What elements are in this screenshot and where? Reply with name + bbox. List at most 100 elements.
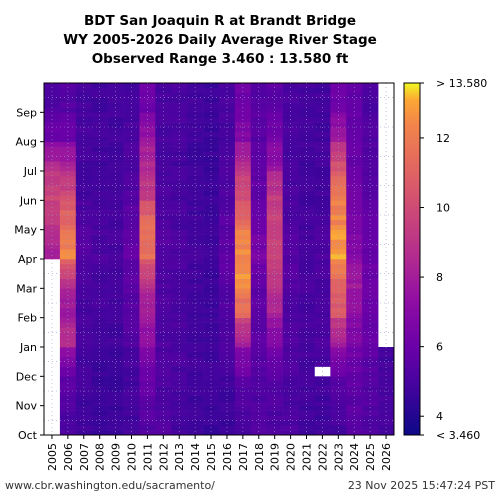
heatmap-cell: [346, 376, 363, 382]
heatmap-cell: [123, 361, 140, 367]
heatmap-cell: [171, 190, 188, 196]
heatmap-cell: [139, 244, 156, 250]
heatmap-cell: [346, 371, 363, 377]
heatmap-cell: [123, 405, 140, 411]
heatmap-cell: [219, 200, 236, 206]
heatmap-cell: [155, 219, 172, 226]
heatmap-cell: [314, 391, 331, 397]
heatmap-cell: [282, 347, 299, 353]
heatmap-cell: [234, 263, 252, 270]
heatmap-cell: [203, 210, 220, 216]
heatmap-cell: [362, 317, 379, 323]
heatmap-cell: [330, 347, 347, 353]
heatmap-cell: [234, 342, 252, 348]
heatmap-cell: [44, 190, 61, 196]
heatmap-cell: [314, 303, 331, 309]
heatmap-cell: [282, 83, 299, 89]
heatmap-cell: [91, 259, 108, 265]
heatmap-cell: [123, 229, 140, 235]
heatmap-cell: [234, 122, 252, 128]
heatmap-cell: [155, 263, 172, 270]
heatmap-cell: [219, 288, 236, 294]
heatmap-cell: [266, 366, 283, 372]
heatmap-cell: [282, 146, 299, 152]
heatmap-cell: [187, 254, 204, 260]
heatmap-cell: [234, 395, 252, 402]
heatmap-cell: [250, 166, 268, 172]
heatmap-cell: [155, 327, 172, 333]
heatmap-cell: [250, 298, 268, 304]
heatmap-cell: [314, 263, 331, 270]
heatmap-cell: [330, 361, 347, 367]
heatmap-cell: [187, 283, 204, 289]
heatmap-cell: [171, 307, 188, 314]
heatmap-cell: [362, 83, 379, 89]
heatmap-cell: [123, 307, 140, 314]
heatmap-cell: [346, 200, 363, 206]
heatmap-cell: [75, 410, 93, 416]
y-tick-label: Jun: [19, 194, 37, 207]
heatmap-cell: [155, 317, 172, 323]
heatmap-cell: [187, 327, 204, 333]
colorbar-tick-label: 12: [436, 132, 450, 145]
heatmap-cell: [250, 322, 268, 328]
heatmap-cell: [330, 430, 347, 436]
heatmap-cell: [59, 371, 77, 377]
heatmap-cell: [250, 97, 268, 103]
heatmap-cell: [203, 322, 220, 328]
heatmap-cell: [282, 210, 299, 216]
heatmap-cell: [378, 371, 395, 377]
heatmap-cell: [330, 371, 347, 377]
heatmap-cell: [171, 303, 188, 309]
heatmap-cell: [139, 87, 156, 94]
heatmap-cell: [282, 185, 299, 191]
heatmap-cell: [250, 376, 268, 382]
heatmap-cell: [203, 141, 220, 147]
heatmap-cell: [75, 298, 93, 304]
heatmap-cell: [219, 351, 236, 358]
heatmap-cell: [346, 298, 363, 304]
heatmap-cell: [266, 303, 283, 309]
heatmap-cell: [44, 195, 61, 201]
heatmap-cell: [266, 112, 283, 118]
heatmap-cell: [330, 307, 347, 314]
heatmap-cell: [91, 254, 108, 260]
heatmap-cell: [298, 361, 315, 367]
heatmap-cell: [362, 200, 379, 206]
heatmap-cell: [59, 102, 77, 108]
heatmap-cell: [75, 200, 93, 206]
heatmap-cell: [123, 298, 140, 304]
heatmap-cell: [203, 307, 220, 314]
heatmap-cell: [330, 288, 347, 294]
heatmap-cell: [123, 410, 140, 416]
heatmap-cell: [330, 395, 347, 402]
heatmap-cell: [187, 366, 204, 372]
heatmap-cell: [75, 175, 93, 182]
heatmap-cell: [203, 97, 220, 103]
heatmap-cell: [91, 234, 108, 240]
heatmap-cell: [266, 351, 283, 358]
heatmap-cell: [378, 366, 395, 372]
heatmap-cell: [298, 234, 315, 240]
heatmap-cell: [155, 351, 172, 358]
heatmap-cell: [362, 131, 379, 138]
heatmap-cell: [346, 171, 363, 177]
y-tick-label: Dec: [16, 370, 37, 383]
heatmap-cell: [266, 166, 283, 172]
heatmap-cell: [139, 420, 156, 426]
heatmap-cell: [298, 122, 315, 128]
y-tick-label: Feb: [18, 312, 37, 325]
heatmap-cell: [75, 317, 93, 323]
heatmap-cell: [298, 342, 315, 348]
heatmap-cell: [123, 112, 140, 118]
heatmap-cell: [59, 303, 77, 309]
heatmap-cell: [362, 146, 379, 152]
heatmap-cell: [266, 127, 283, 133]
heatmap-cell: [362, 288, 379, 294]
heatmap-cell: [362, 127, 379, 133]
heatmap-cell: [139, 391, 156, 397]
chart-title-line-1: BDT San Joaquin R at Brandt Bridge: [84, 13, 356, 29]
heatmap-cell: [330, 146, 347, 152]
heatmap-cell: [219, 298, 236, 304]
heatmap-cell: [250, 259, 268, 265]
